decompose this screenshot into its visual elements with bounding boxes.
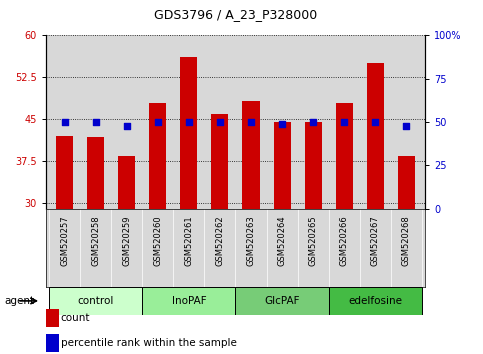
Text: edelfosine: edelfosine bbox=[348, 296, 402, 306]
Bar bbox=[336, 103, 353, 209]
Point bbox=[402, 123, 410, 129]
Bar bbox=[367, 63, 384, 209]
Text: GSM520267: GSM520267 bbox=[371, 215, 380, 266]
Bar bbox=[46, 309, 58, 327]
Text: GlcPAF: GlcPAF bbox=[264, 296, 300, 306]
Bar bbox=[305, 122, 322, 209]
Text: GSM520265: GSM520265 bbox=[309, 215, 318, 266]
Text: agent: agent bbox=[5, 296, 35, 306]
Point bbox=[371, 119, 379, 125]
Text: GSM520259: GSM520259 bbox=[122, 215, 131, 266]
Point bbox=[341, 119, 348, 125]
Point bbox=[309, 119, 317, 125]
Point bbox=[247, 119, 255, 125]
Bar bbox=[398, 156, 415, 209]
Text: GDS3796 / A_23_P328000: GDS3796 / A_23_P328000 bbox=[154, 8, 317, 21]
Text: InoPAF: InoPAF bbox=[171, 296, 206, 306]
Text: GSM520262: GSM520262 bbox=[215, 215, 225, 266]
Text: GSM520266: GSM520266 bbox=[340, 215, 349, 266]
Bar bbox=[149, 103, 166, 209]
Text: GSM520263: GSM520263 bbox=[246, 215, 256, 266]
Text: count: count bbox=[61, 313, 90, 323]
Bar bbox=[180, 57, 198, 209]
Bar bbox=[46, 334, 58, 352]
Bar bbox=[236, 287, 329, 315]
Bar bbox=[56, 136, 73, 209]
Point bbox=[154, 119, 162, 125]
Text: GSM520264: GSM520264 bbox=[278, 215, 286, 266]
Bar bbox=[142, 287, 236, 315]
Point bbox=[61, 119, 69, 125]
Text: GSM520257: GSM520257 bbox=[60, 215, 69, 266]
Text: GSM520268: GSM520268 bbox=[402, 215, 411, 266]
Bar bbox=[329, 287, 422, 315]
Bar bbox=[273, 122, 291, 209]
Bar bbox=[49, 287, 142, 315]
Bar bbox=[118, 156, 135, 209]
Text: control: control bbox=[77, 296, 114, 306]
Bar bbox=[212, 114, 228, 209]
Bar bbox=[242, 102, 259, 209]
Text: percentile rank within the sample: percentile rank within the sample bbox=[61, 338, 237, 348]
Point bbox=[92, 119, 99, 125]
Text: GSM520258: GSM520258 bbox=[91, 215, 100, 266]
Text: GSM520260: GSM520260 bbox=[153, 215, 162, 266]
Bar bbox=[87, 137, 104, 209]
Point bbox=[216, 119, 224, 125]
Point bbox=[123, 123, 130, 129]
Point bbox=[185, 119, 193, 125]
Point bbox=[278, 121, 286, 127]
Text: GSM520261: GSM520261 bbox=[185, 215, 193, 266]
